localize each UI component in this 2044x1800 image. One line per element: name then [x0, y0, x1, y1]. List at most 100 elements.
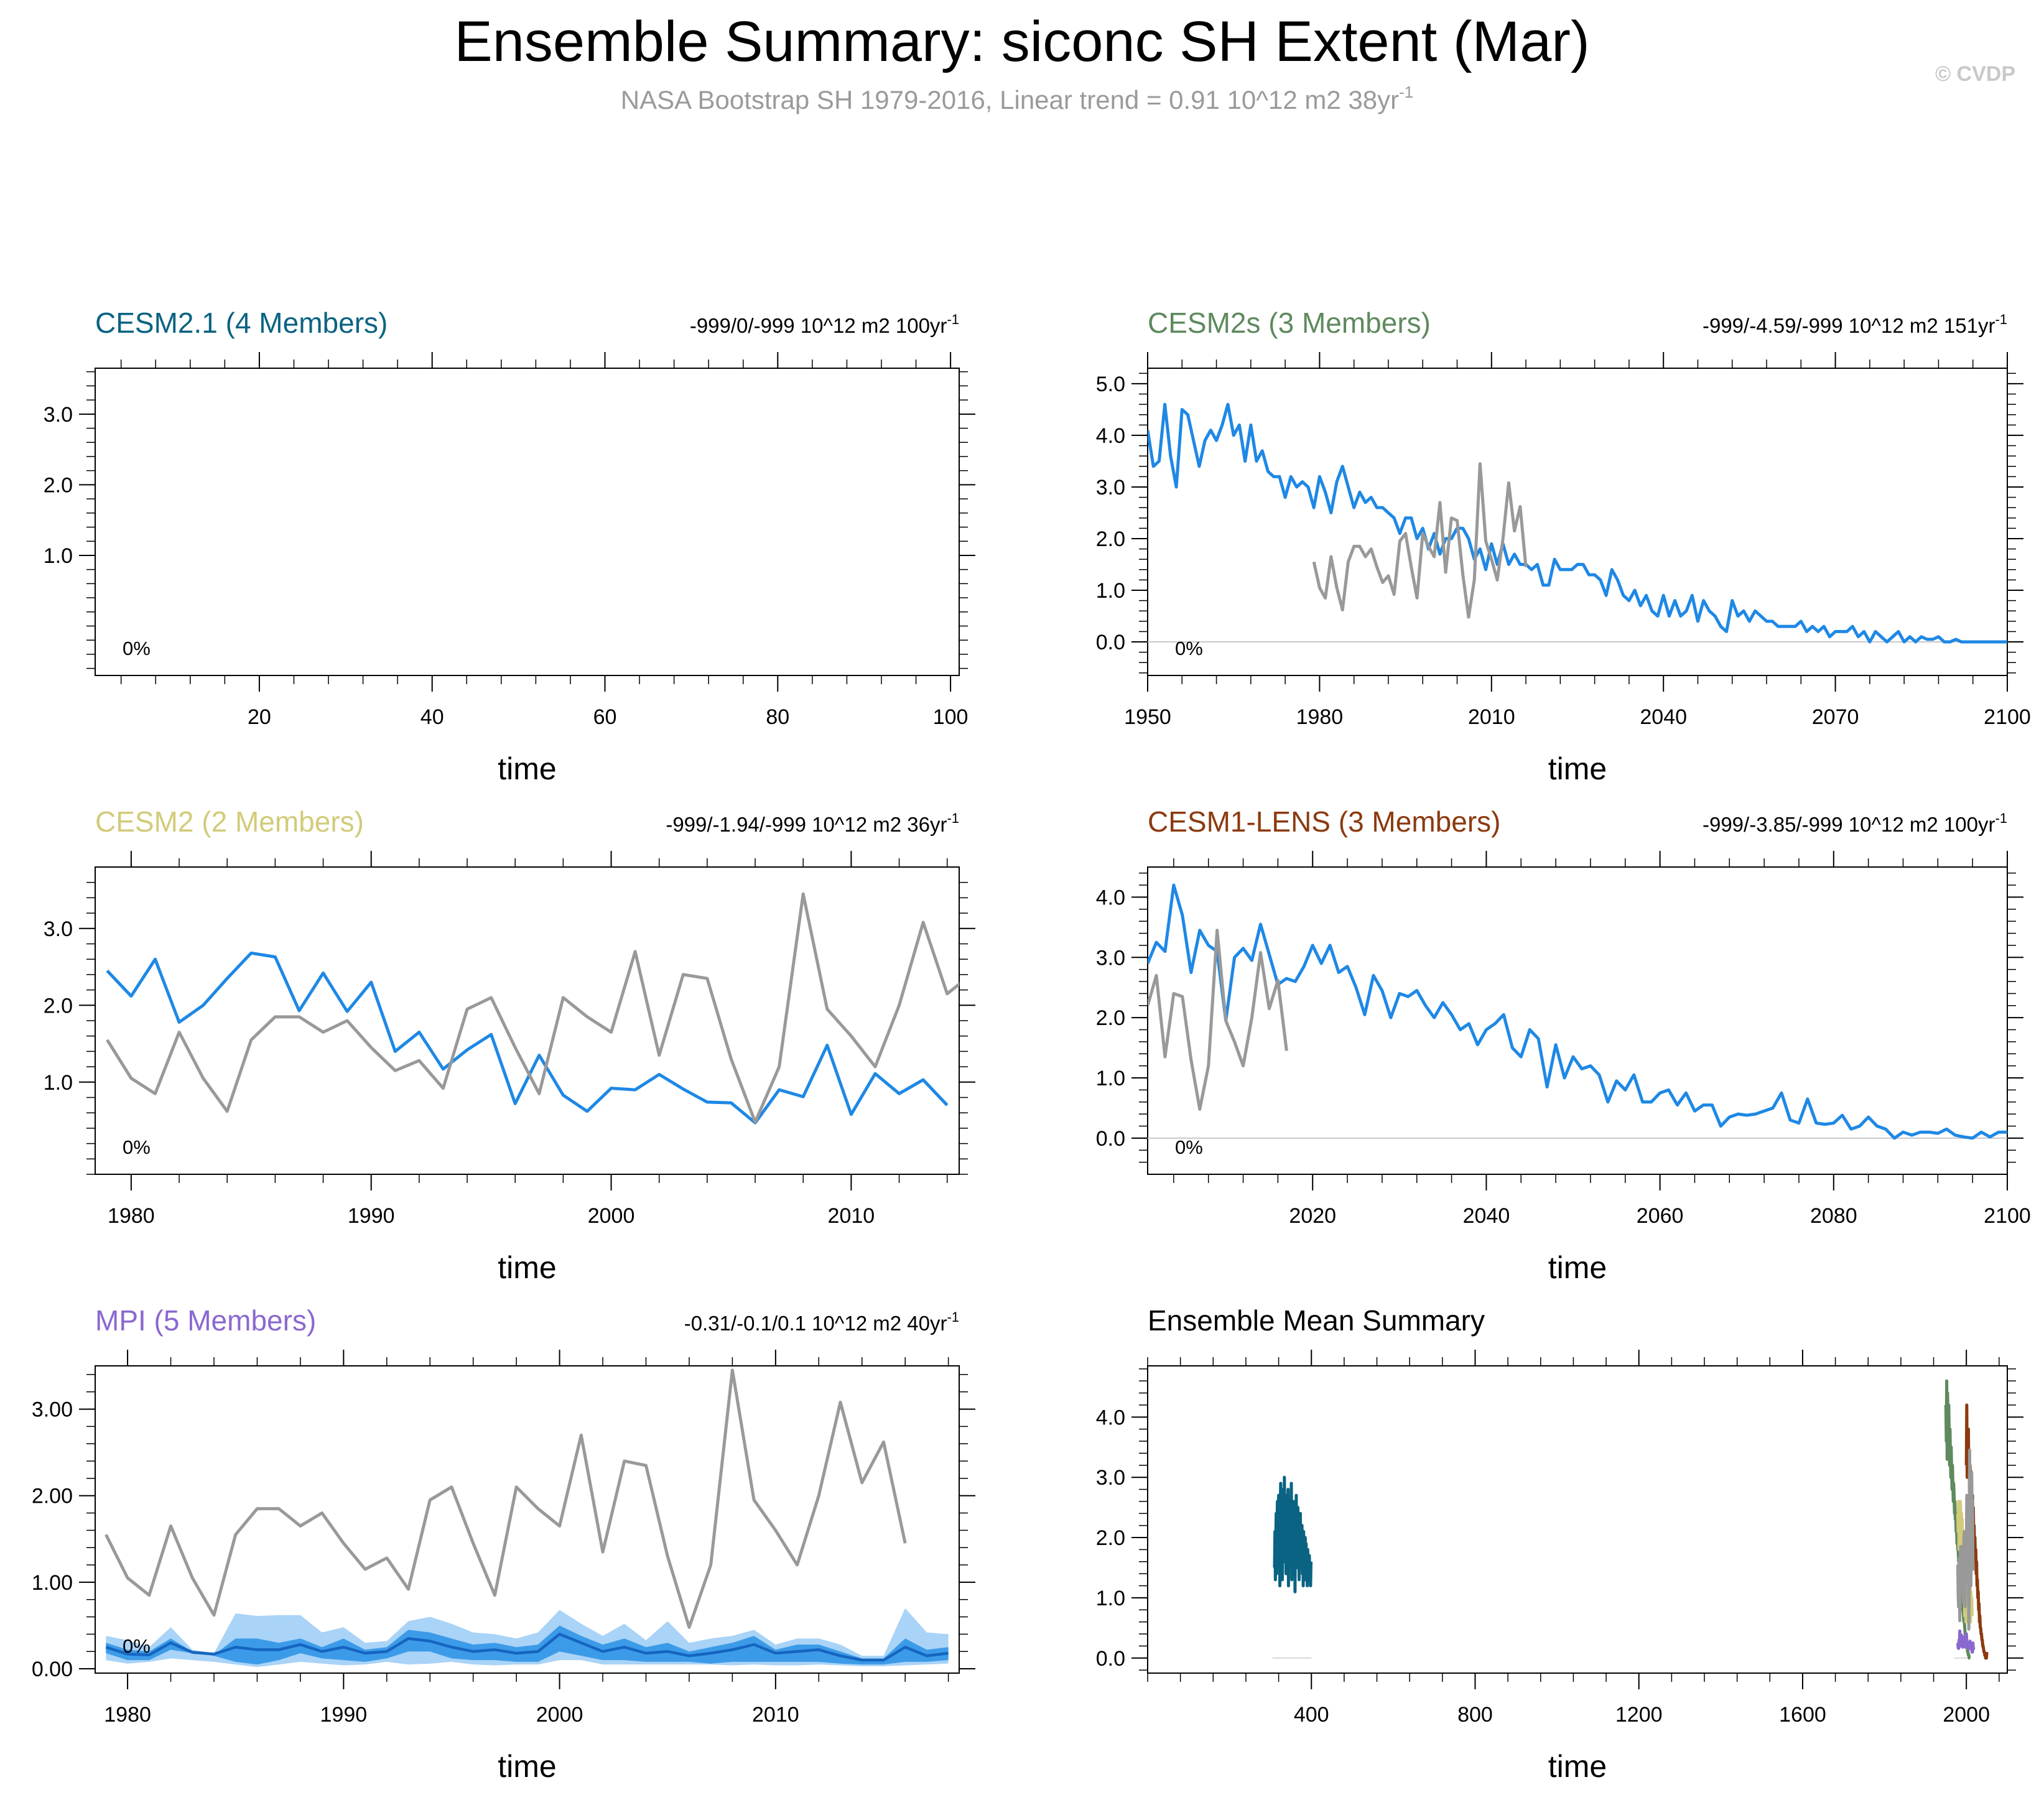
- panels-group: CESM2.1 (4 Members) -999/0/-999 10^12 m2 …: [32, 307, 2031, 1784]
- y-tick-label: 1.0: [44, 544, 73, 568]
- y-tick-label: 2.0: [1096, 1006, 1125, 1030]
- x-tick-label: 1980: [108, 1204, 155, 1228]
- trend-sup: -1: [947, 810, 959, 826]
- x-tick-label: 60: [593, 705, 617, 729]
- y-tick-label: 3.0: [44, 403, 73, 427]
- x-tick-label: 40: [420, 705, 444, 729]
- trend-sup: -1: [947, 312, 959, 327]
- series-line-observations: [105, 1368, 907, 1629]
- x-tick-label: 1950: [1124, 705, 1171, 729]
- panel-cesm2s: CESM2s (3 Members) -999/-4.59/-999 10^12 …: [1096, 307, 2031, 786]
- series-line-nasa-bootstrap: [1956, 1449, 1975, 1631]
- percent-label: 0%: [123, 638, 151, 659]
- plot-frame: [95, 866, 960, 1175]
- x-tick-label: 800: [1457, 1703, 1493, 1727]
- panel-summary: Ensemble Mean Summary 0.0 1.0 2.0 3.0 4.0 400 8…: [1096, 1304, 2023, 1784]
- y-tick-label: 3.0: [1096, 946, 1125, 970]
- x-axis-title: time: [498, 1250, 556, 1285]
- x-tick-label: 2010: [752, 1703, 799, 1727]
- plot-frame: [1147, 1365, 2008, 1674]
- trend-label: -999/-3.85/-999 10^12 m2 100yr-1: [1703, 810, 2007, 836]
- panel-title: MPI (5 Members): [95, 1304, 316, 1337]
- plot-area: [105, 1368, 949, 1668]
- percent-label: 0%: [123, 1635, 151, 1657]
- figure-subtitle-sup: -1: [1399, 83, 1413, 101]
- series-line-ensemble-member: [1148, 883, 2007, 1140]
- x-tick-label: 80: [766, 705, 789, 729]
- ensemble-mean-line: [105, 1633, 949, 1662]
- x-axis-title: time: [1548, 751, 1607, 786]
- y-tick-label: 2.0: [1096, 527, 1125, 551]
- x-tick-label: 2010: [828, 1204, 875, 1228]
- percent-label: 0%: [123, 1136, 151, 1158]
- panel-title: CESM2s (3 Members): [1148, 307, 1431, 339]
- y-tick-label: 2.00: [32, 1485, 73, 1508]
- trend-sup: -1: [1995, 312, 2007, 327]
- trend-label: -0.31/-0.1/0.1 10^12 m2 40yr-1: [684, 1309, 959, 1335]
- x-axis-title: time: [1548, 1749, 1607, 1784]
- x-tick-label: 1600: [1779, 1703, 1826, 1727]
- plot-area: [1272, 1379, 1989, 1660]
- x-axis-title: time: [1548, 1250, 1607, 1285]
- trend-text: -0.31/-0.1/0.1 10^12 m2 40yr: [684, 1312, 947, 1335]
- x-tick-label: 2000: [536, 1703, 583, 1727]
- y-tick-label: 1.0: [44, 1071, 73, 1095]
- y-tick-label: 1.0: [1096, 1067, 1125, 1090]
- percent-label: 0%: [1175, 1136, 1203, 1158]
- x-tick-label: 2040: [1640, 705, 1687, 729]
- y-tick-label: 3.0: [44, 917, 73, 941]
- y-tick-label: 4.0: [1096, 886, 1125, 909]
- panel-lens: CESM1-LENS (3 Members) -999/-3.85/-999 10…: [1096, 805, 2031, 1285]
- y-tick-label: 1.00: [32, 1571, 73, 1595]
- plot-frame: [1147, 368, 2008, 676]
- series-line-cesm2-1: [1273, 1475, 1313, 1594]
- y-tick-label: 0.0: [1096, 1647, 1125, 1671]
- panel-title: Ensemble Mean Summary: [1148, 1304, 1485, 1337]
- figure-title: Ensemble Summary: siconc SH Extent (Mar): [454, 10, 1589, 73]
- series-line-mpi: [1956, 1629, 1976, 1654]
- panel-cesm2: CESM2 (2 Members) -999/-1.94/-999 10^12 m…: [44, 805, 975, 1285]
- x-tick-label: 2000: [588, 1204, 635, 1228]
- y-tick-label: 3.0: [1096, 1466, 1125, 1490]
- series-line-observations: [1312, 462, 1528, 619]
- y-tick-label: 2.0: [44, 473, 73, 497]
- trend-sup: -1: [1995, 810, 2007, 826]
- y-tick-label: 1.0: [1096, 579, 1125, 603]
- plot-frame: [95, 1365, 960, 1674]
- x-tick-label: 1200: [1615, 1703, 1663, 1727]
- x-tick-label: 2100: [1984, 705, 2031, 729]
- y-tick-label: 5.0: [1096, 373, 1125, 396]
- series-line-ensemble-member: [106, 951, 949, 1125]
- plot-area: [106, 892, 959, 1125]
- panel-mpi: MPI (5 Members) -0.31/-0.1/0.1 10^12 m2 4…: [32, 1304, 975, 1784]
- plot-frame: [1147, 866, 2008, 1175]
- trend-text: -999/-3.85/-999 10^12 m2 100yr: [1703, 813, 1995, 836]
- panel-title: CESM2 (2 Members): [95, 805, 364, 838]
- plot-area: [1148, 402, 2007, 644]
- x-tick-label: 100: [933, 705, 969, 729]
- x-tick-label: 20: [248, 705, 271, 729]
- x-tick-label: 2100: [1984, 1204, 2031, 1228]
- y-tick-label: 2.0: [1096, 1526, 1125, 1550]
- y-tick-label: 4.0: [1096, 424, 1125, 448]
- x-tick-label: 2010: [1468, 705, 1515, 729]
- trend-text: -999/-1.94/-999 10^12 m2 36yr: [666, 813, 947, 836]
- panel-cesm21: CESM2.1 (4 Members) -999/0/-999 10^12 m2 …: [44, 307, 975, 786]
- figure-subtitle-text: NASA Bootstrap SH 1979-2016, Linear tren…: [621, 85, 1399, 114]
- trend-text: -999/0/-999 10^12 m2 100yr: [690, 314, 947, 337]
- x-tick-label: 1990: [320, 1703, 368, 1727]
- x-tick-label: 2020: [1289, 1204, 1336, 1228]
- y-tick-label: 0.00: [32, 1658, 73, 1681]
- series-line-observations: [1148, 929, 1288, 1111]
- panel-title: CESM1-LENS (3 Members): [1148, 805, 1500, 838]
- x-tick-label: 2000: [1943, 1703, 1990, 1727]
- x-axis-title: time: [498, 1749, 556, 1784]
- trend-sup: -1: [947, 1309, 959, 1325]
- plot-area: [1148, 883, 2007, 1140]
- x-tick-label: 2070: [1812, 705, 1859, 729]
- y-tick-label: 1.0: [1096, 1587, 1125, 1610]
- y-tick-label: 0.0: [1096, 631, 1125, 654]
- x-tick-label: 1980: [104, 1703, 151, 1727]
- y-tick-label: 3.0: [1096, 476, 1125, 499]
